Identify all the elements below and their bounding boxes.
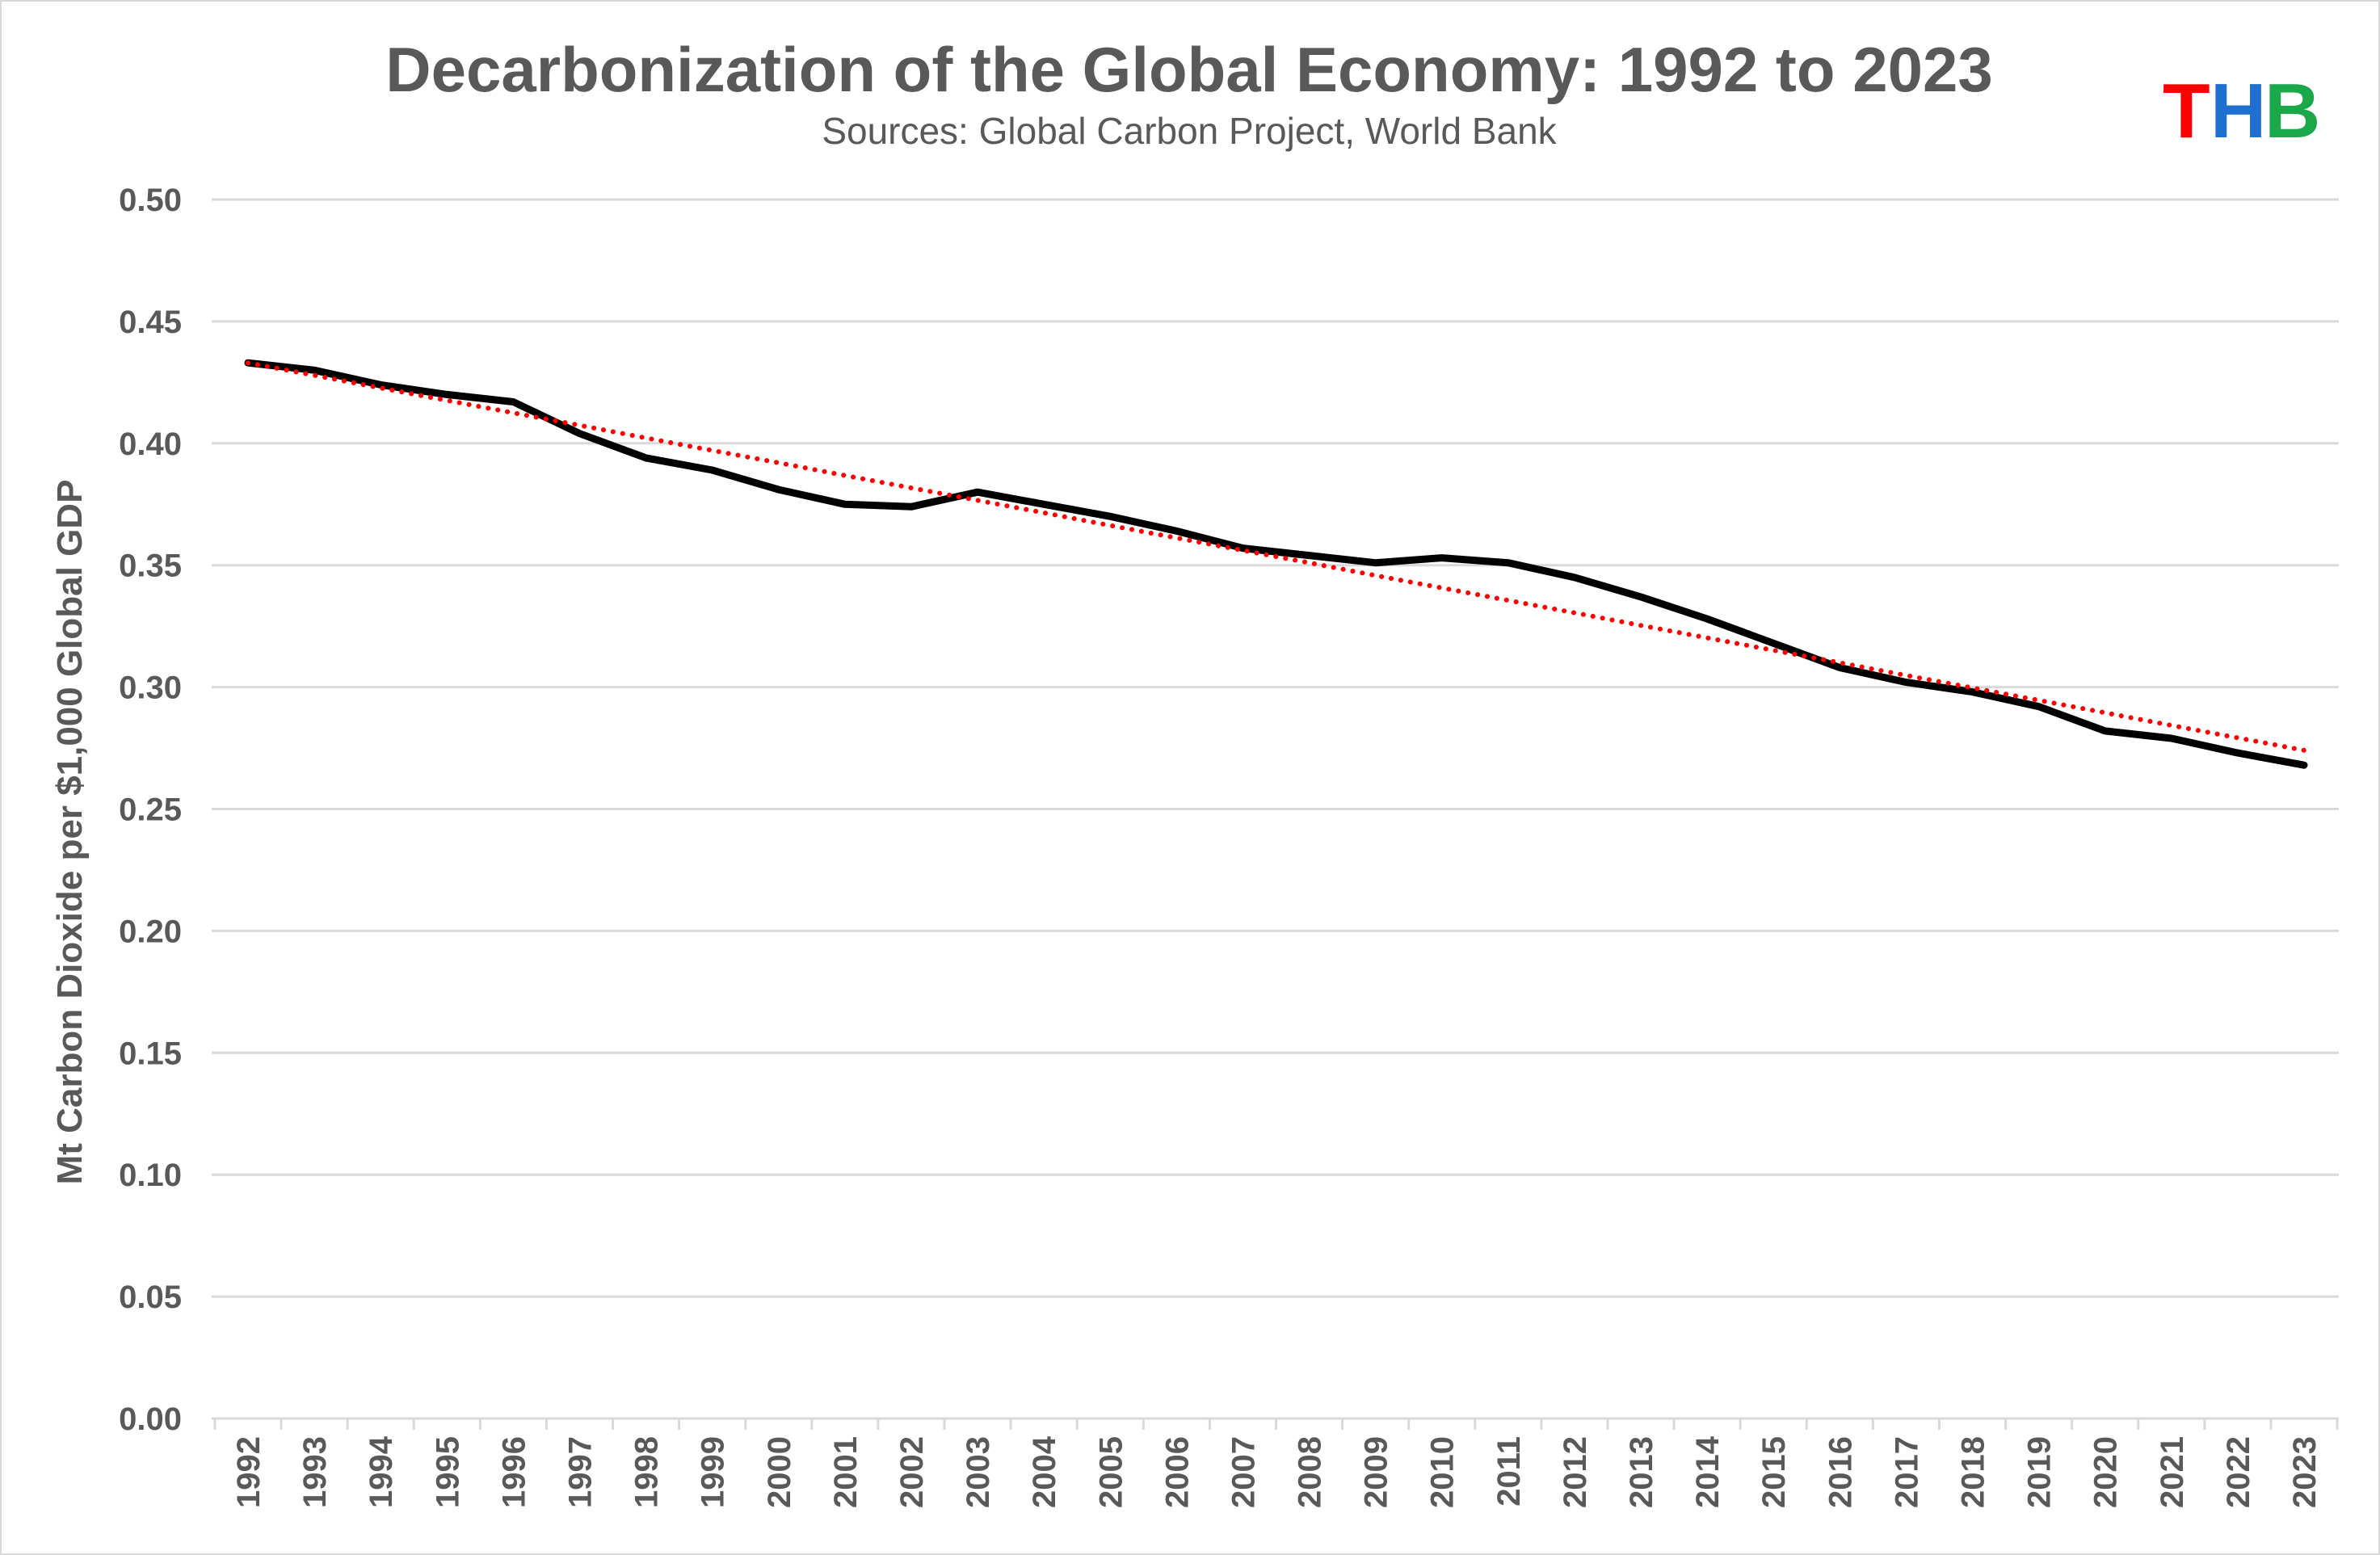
x-tick-label: 2022 [2221, 1436, 2256, 1508]
x-tick-label: 2020 [2088, 1436, 2124, 1508]
x-tick-label: 2006 [1159, 1436, 1195, 1508]
x-tick-label: 1992 [231, 1436, 267, 1508]
x-tick-label: 1995 [430, 1436, 465, 1508]
x-tick-label: 1993 [297, 1436, 333, 1508]
y-tick-label: 0.25 [119, 792, 182, 828]
series-group [244, 359, 2308, 769]
y-tick-label: 0.00 [119, 1402, 182, 1437]
x-tick-label: 2007 [1226, 1436, 1261, 1508]
x-tick-label: 1998 [629, 1436, 665, 1508]
chart-title: Decarbonization of the Global Economy: 1… [385, 34, 1992, 105]
x-tick-label: 2017 [1889, 1436, 1924, 1508]
chart-subtitle: Sources: Global Carbon Project, World Ba… [822, 110, 1557, 152]
x-tick-label: 1997 [562, 1436, 598, 1508]
x-axis: 1992 1993 1994 1995 1996 1997 1998 1999 2000 2001… [212, 1417, 2339, 1508]
x-tick-label: 2005 [1093, 1436, 1129, 1508]
y-tick-label: 0.05 [119, 1280, 182, 1315]
logo-letter-b: B [2264, 68, 2320, 154]
y-tick-label: 0.30 [119, 670, 182, 706]
intensity-line [244, 359, 2308, 769]
x-tick-label: 2004 [1027, 1435, 1062, 1508]
x-tick-label: 2012 [1558, 1436, 1593, 1508]
x-tick-label: 2014 [1690, 1435, 1726, 1508]
logo-letter-t: T [2163, 68, 2210, 154]
x-tick-label: 2010 [1425, 1436, 1461, 1508]
gridlines [212, 198, 2339, 1298]
x-tick-label: 2018 [1956, 1436, 1991, 1508]
y-tick-label: 0.45 [119, 305, 182, 340]
x-tick-label: 1994 [364, 1435, 399, 1508]
x-tick-label: 2000 [762, 1436, 797, 1508]
x-tick-label: 1999 [696, 1436, 731, 1508]
x-tick-label: 2003 [961, 1436, 996, 1508]
x-tick-label: 2019 [2022, 1436, 2058, 1508]
x-tick-label: 2015 [1756, 1436, 1792, 1508]
x-tick-label: 2016 [1823, 1436, 1858, 1508]
y-tick-label: 0.20 [119, 914, 182, 949]
y-tick-labels: 0.00 0.05 0.10 0.15 0.20 0.25 0.30 0.35 0.40 0.45… [119, 183, 182, 1437]
x-tick-label: 2011 [1491, 1436, 1527, 1507]
x-tick-label: 2023 [2287, 1436, 2323, 1508]
y-axis-label: Mt Carbon Dioxide per $1,000 Global GDP [50, 480, 90, 1185]
y-tick-label: 0.50 [119, 183, 182, 218]
y-tick-label: 0.40 [119, 427, 182, 462]
x-tick-label: 1996 [496, 1436, 532, 1508]
trend-line [246, 360, 2306, 753]
y-tick-label: 0.10 [119, 1158, 182, 1193]
x-tick-label: 2013 [1624, 1436, 1659, 1508]
x-tick-label: 2001 [828, 1436, 864, 1508]
logo-letter-h: H [2210, 68, 2266, 154]
x-tick-label: 2002 [894, 1436, 930, 1508]
y-tick-label: 0.15 [119, 1036, 182, 1071]
y-tick-label: 0.35 [119, 548, 182, 584]
x-tick-label: 2009 [1359, 1436, 1394, 1508]
x-tick-label: 2008 [1293, 1436, 1328, 1508]
thb-logo: T H B [2163, 68, 2320, 154]
x-tick-label: 2021 [2155, 1436, 2190, 1508]
